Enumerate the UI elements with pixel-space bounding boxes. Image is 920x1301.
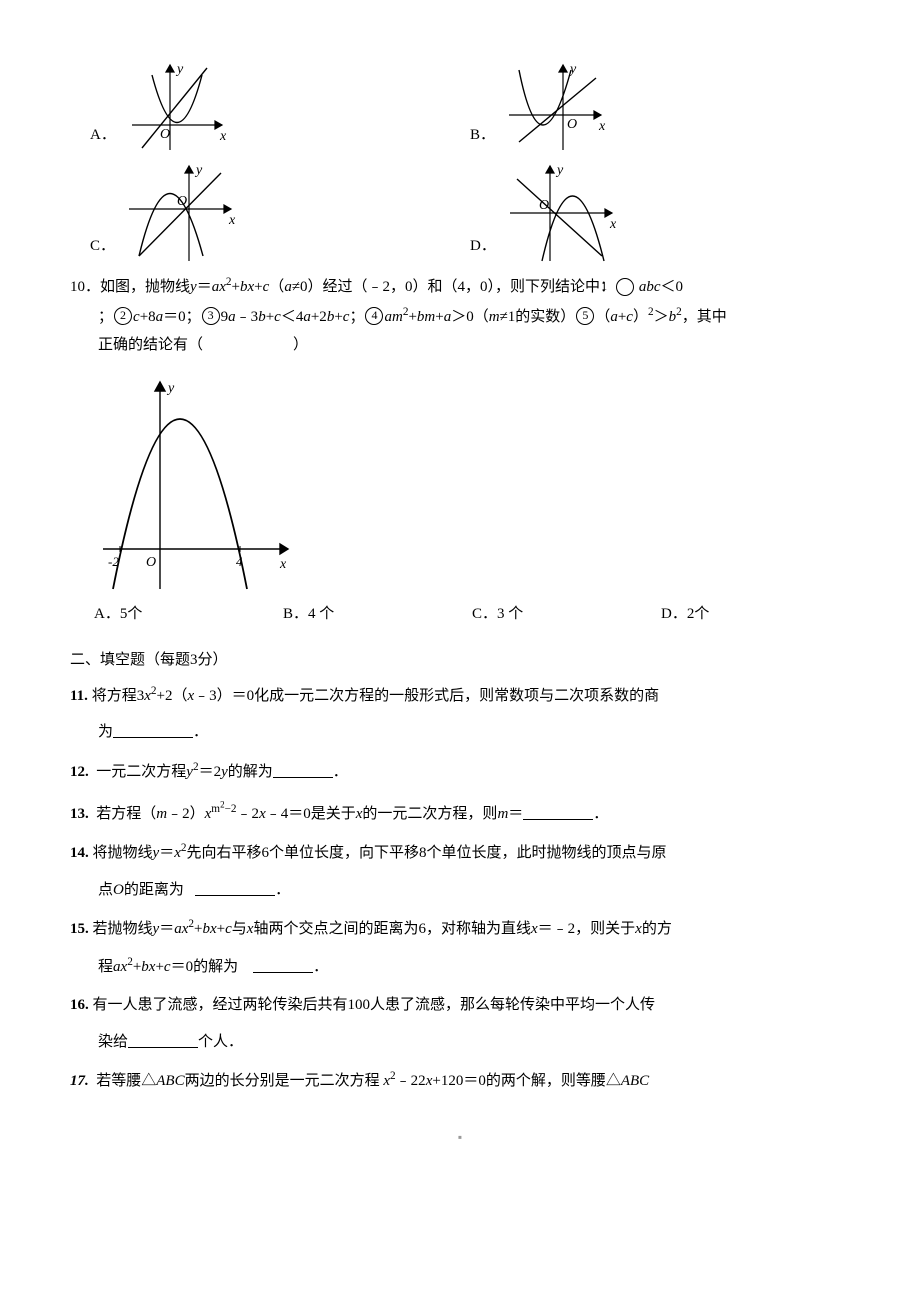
svg-text:y: y (175, 62, 184, 77)
q9-graph-a: O x y (122, 60, 232, 155)
q15: 15. 若抛物线y＝ax2+bx+c与x轴两个交点之间的距离为6，对称轴为直线x… (70, 914, 850, 944)
svg-text:y: y (568, 62, 577, 77)
svg-text:4: 4 (236, 554, 243, 569)
q17-num: 17. (70, 1073, 89, 1089)
q14-line1: 将抛物线y＝x2先向右平移6个单位长度，向下平移8个单位长度，此时抛物线的顶点与… (93, 845, 667, 861)
q14-blank (195, 880, 275, 896)
svg-text:y: y (194, 163, 203, 178)
svg-text:O: O (539, 198, 549, 213)
q13-blank (523, 804, 593, 820)
q9-option-a: A． O x y (90, 60, 470, 155)
q13: 13. 若方程（m﹣2）xm2−2﹣2x﹣4＝0是关于x的一元二次方程，则m＝． (70, 796, 850, 828)
q10-choice-b: B．4 个 (283, 600, 472, 629)
q10-figure-wrap: -2 4 O x y (98, 374, 850, 594)
svg-text:x: x (279, 557, 287, 572)
q11: 11. 将方程3x2+2（x﹣3）＝0化成一元二次方程的一般形式后，则常数项与二… (70, 681, 850, 711)
q16-num: 16. (70, 997, 89, 1013)
q9-options: A． O x y B． (90, 60, 850, 272)
svg-text:O: O (177, 194, 187, 209)
q9-label-d: D． (470, 232, 496, 267)
q9-option-b: B． O x y (470, 60, 850, 155)
svg-text:y: y (166, 381, 175, 396)
q10-choice-a: A．5个 (94, 600, 283, 629)
svg-text:O: O (567, 117, 577, 132)
q15-num: 15. (70, 921, 89, 937)
q17-text: 若等腰△ABC两边的长分别是一元二次方程 x2﹣22x+120＝0的两个解，则等… (96, 1073, 649, 1089)
svg-text:x: x (598, 119, 606, 134)
q14-line2: 点O的距离为 ． (98, 876, 850, 905)
q15-line1: 若抛物线y＝ax2+bx+c与x轴两个交点之间的距离为6，对称轴为直线x＝﹣2，… (93, 921, 672, 937)
q9-graph-b: O x y (501, 60, 611, 155)
q11-blank (113, 722, 193, 738)
q10-choices: A．5个 B．4 个 C．3 个 D．2个 (94, 600, 850, 629)
q10: 10．如图，抛物线y＝ax2+bx+c（a≠0）经过（﹣2，0）和（4，0），则… (70, 272, 850, 628)
q9-graph-d: O x y (502, 161, 622, 266)
q17: 17. 若等腰△ABC两边的长分别是一元二次方程 x2﹣22x+120＝0的两个… (70, 1066, 850, 1096)
q12-blank (273, 762, 333, 778)
q14-num: 14. (70, 845, 89, 861)
q16-blank (128, 1032, 198, 1048)
q15-line2: 程ax2+bx+c＝0的解为 ． (98, 952, 850, 982)
svg-text:O: O (160, 127, 170, 142)
q11-line2: 为． (98, 718, 850, 747)
q13-text: 若方程（m﹣2）xm2−2﹣2x﹣4＝0是关于x的一元二次方程，则m＝ (96, 806, 523, 822)
svg-text:x: x (228, 213, 236, 228)
q15-blank (253, 957, 313, 973)
q9-option-d: D． O x y (470, 161, 850, 266)
q14: 14. 将抛物线y＝x2先向右平移6个单位长度，向下平移8个单位长度，此时抛物线… (70, 838, 850, 868)
svg-text:-2: -2 (108, 554, 119, 569)
svg-text:x: x (219, 129, 227, 144)
svg-text:O: O (146, 555, 156, 570)
q9-graph-c: O x y (121, 161, 241, 266)
q9-option-c: C． O x y (90, 161, 470, 266)
svg-text:y: y (555, 163, 564, 178)
q12-text: 一元二次方程y2＝2y的解为 (96, 764, 273, 780)
q9-label-c: C． (90, 232, 115, 267)
q10-figure: -2 4 O x y (98, 374, 298, 594)
q10-choice-d: D．2个 (661, 600, 850, 629)
q10-line1: 10．如图，抛物线y＝ax2+bx+c（a≠0）经过（﹣2，0）和（4，0），则… (70, 272, 850, 302)
svg-text:x: x (609, 217, 617, 232)
q10-line3: 正确的结论有（ ） (98, 331, 850, 360)
page-dot: ▪ (70, 1126, 850, 1149)
q11-num: 11. (70, 688, 88, 704)
q9-label-a: A． (90, 121, 116, 156)
section2-title: 二、填空题（每题3分） (70, 646, 850, 675)
q12-num: 12. (70, 764, 89, 780)
q13-num: 13. (70, 806, 89, 822)
q10-choice-c: C．3 个 (472, 600, 661, 629)
q10-line2: ；2c+8a＝0；39a﹣3b+c＜4a+2b+c；4am2+bm+a＞0（m≠… (98, 302, 850, 332)
q16: 16. 有一人患了流感，经过两轮传染后共有100人患了流感，那么每轮传染中平均一… (70, 991, 850, 1020)
q11-line1: 将方程3x2+2（x﹣3）＝0化成一元二次方程的一般形式后，则常数项与二次项系数… (92, 688, 659, 704)
q12: 12. 一元二次方程y2＝2y的解为． (70, 757, 850, 787)
q16-line2: 染给个人． (98, 1028, 850, 1057)
q16-line1: 有一人患了流感，经过两轮传染后共有100人患了流感，那么每轮传染中平均一个人传 (93, 997, 656, 1013)
q9-label-b: B． (470, 121, 495, 156)
